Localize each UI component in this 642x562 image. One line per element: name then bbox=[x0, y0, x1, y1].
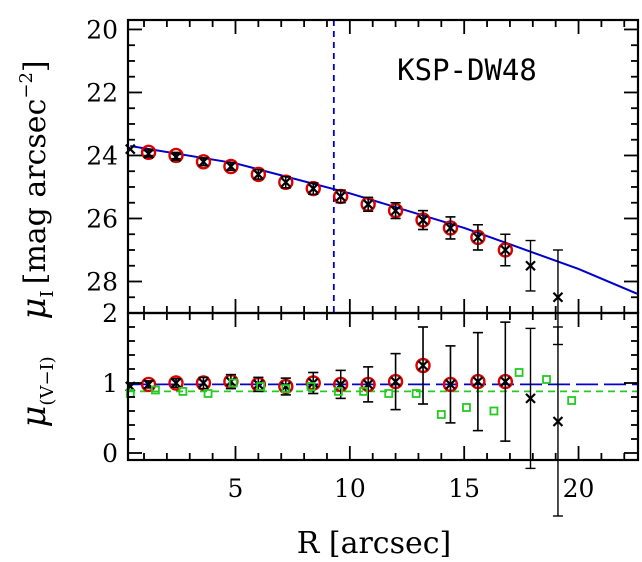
red-circle-point-1 bbox=[168, 147, 184, 164]
red-circle-point-6 bbox=[305, 180, 321, 197]
red-circle-point-2 bbox=[195, 154, 212, 170]
green-square-point-5 bbox=[256, 382, 266, 391]
x-tick-label-2: 15 bbox=[448, 474, 480, 503]
black-cross-point-16 bbox=[552, 291, 564, 303]
black-cross-point-12 bbox=[445, 379, 456, 390]
bottom-ylabel-symbol: μ bbox=[14, 406, 54, 428]
green-square-point-10 bbox=[384, 389, 394, 398]
black-cross-point-9 bbox=[362, 199, 374, 210]
top-panel-frame bbox=[126, 18, 640, 315]
green-square-point-8 bbox=[334, 386, 343, 396]
bottom-panel: 0 1 2 5 10 15 20 bbox=[102, 20, 640, 517]
black-cross-point-10 bbox=[390, 376, 401, 387]
green-square-point-14 bbox=[489, 406, 499, 416]
top-y-tick-label-3: 26 bbox=[86, 204, 118, 233]
black-cross-point-14 bbox=[500, 376, 511, 387]
svg-text:μ(V−I): μ(V−I) bbox=[14, 356, 58, 427]
black-cross-point-11 bbox=[417, 360, 429, 371]
bottom-panel-series bbox=[125, 321, 638, 517]
model-fit-line bbox=[130, 145, 639, 296]
top-panel: 20 22 24 26 28 KSP-DW48 bbox=[86, 15, 640, 346]
black-cross-point-4 bbox=[225, 161, 237, 172]
top-panel-y-ticks: 20 22 24 26 28 bbox=[86, 15, 638, 299]
black-cross-point-2 bbox=[170, 377, 182, 389]
green-square-point-11 bbox=[411, 389, 421, 398]
green-square-point-3 bbox=[203, 389, 213, 398]
x-tick-label-0: 5 bbox=[228, 474, 244, 503]
black-cross-point-1 bbox=[143, 148, 154, 160]
red-circle-point-0 bbox=[140, 144, 157, 161]
top-ylabel-close: ] bbox=[18, 60, 53, 72]
x-axis-label: R [arcsec] bbox=[297, 526, 452, 561]
x-tick-label-3: 20 bbox=[563, 474, 595, 503]
green-square-point-13 bbox=[462, 403, 471, 412]
x-tick-label-1: 10 bbox=[334, 474, 366, 503]
black-cross-point-6 bbox=[280, 176, 292, 188]
svg-text:μI[mag arcsec−2]: μI [mag arcsec−2] bbox=[14, 60, 58, 319]
top-ylabel-symbol: μ bbox=[14, 298, 54, 320]
green-square-point-7 bbox=[306, 382, 316, 391]
black-cross-point-7 bbox=[307, 183, 319, 194]
black-cross-point-3 bbox=[198, 377, 209, 389]
black-cross-point-2 bbox=[170, 151, 182, 163]
bottom-panel-frame bbox=[126, 311, 640, 462]
top-y-tick-label-4: 28 bbox=[86, 267, 118, 296]
bottom-y-axis-label: μ(V−I) bbox=[14, 356, 58, 427]
red-circle-point-5 bbox=[278, 174, 294, 190]
green-square-point-12 bbox=[436, 410, 446, 419]
black-cross-point-10 bbox=[390, 205, 401, 216]
top-y-axis-label: μI [mag arcsec−2] bbox=[14, 60, 58, 319]
red-circle-point-4 bbox=[250, 166, 267, 183]
green-square-point-17 bbox=[567, 396, 577, 405]
top-ylabel-unit: [mag arcsec bbox=[18, 99, 53, 285]
black-cross-point-15 bbox=[525, 393, 536, 404]
black-cross-point-13 bbox=[472, 376, 484, 387]
green-square-point-2 bbox=[178, 386, 188, 396]
black-cross-point-15 bbox=[525, 260, 536, 272]
green-square-point-1 bbox=[151, 385, 160, 395]
green-square-point-16 bbox=[542, 375, 551, 384]
black-cross-point-13 bbox=[472, 232, 484, 243]
top-panel-series bbox=[125, 20, 639, 346]
green-square-point-6 bbox=[281, 384, 291, 394]
bottom-panel-ticks: 0 1 2 5 10 15 20 bbox=[102, 20, 638, 503]
black-cross-point-3 bbox=[198, 156, 209, 168]
green-square-point-4 bbox=[228, 378, 238, 388]
red-circle-point-3 bbox=[223, 158, 239, 175]
black-cross-point-14 bbox=[500, 244, 511, 256]
top-ylabel-subscript: I bbox=[37, 290, 58, 297]
bottom-y-tick-label-0: 0 bbox=[102, 439, 118, 468]
bottom-y-tick-label-1: 1 bbox=[102, 369, 118, 398]
black-cross-point-5 bbox=[253, 169, 264, 180]
bottom-ylabel-subscript: (V−I) bbox=[37, 356, 58, 405]
red-circle-point-0 bbox=[140, 376, 157, 393]
black-cross-point-12 bbox=[445, 222, 456, 234]
top-y-tick-label-2: 24 bbox=[86, 141, 118, 170]
top-y-tick-label-1: 22 bbox=[86, 78, 118, 107]
green-square-point-15 bbox=[514, 368, 524, 377]
red-circle-point-1 bbox=[168, 375, 184, 391]
top-y-tick-label-0: 20 bbox=[86, 15, 118, 44]
bottom-y-tick-label-2: 2 bbox=[102, 299, 118, 328]
black-cross-point-5 bbox=[253, 379, 264, 390]
black-cross-point-11 bbox=[417, 214, 429, 226]
top-ylabel-exponent: −2 bbox=[16, 72, 37, 99]
black-cross-point-8 bbox=[335, 191, 346, 202]
red-circle-point-2 bbox=[195, 375, 212, 391]
galaxy-name-annotation: KSP-DW48 bbox=[397, 53, 537, 87]
green-square-point-9 bbox=[359, 386, 368, 396]
black-cross-point-16 bbox=[552, 416, 564, 427]
